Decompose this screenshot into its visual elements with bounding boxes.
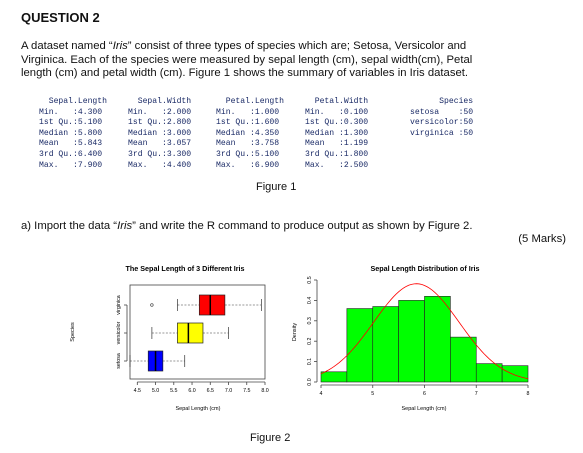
question-paragraph: A dataset named “Iris” consist of three … bbox=[21, 40, 473, 80]
part-a-marks: (5 Marks) bbox=[518, 233, 566, 245]
summary-col-sepal-length: Sepal.Length Min. :4.300 1st Qu.:5.100 M… bbox=[39, 97, 107, 170]
boxplot-x-tick-label: 6.0 bbox=[188, 388, 195, 394]
histogram-x-tick-label: 5 bbox=[371, 391, 374, 397]
summary-col-petal-length: Petal.Length Min. :1.000 1st Qu.:1.600 M… bbox=[216, 97, 284, 170]
boxplot-x-tick-label: 6.5 bbox=[207, 388, 214, 394]
histogram-bar bbox=[372, 306, 399, 383]
histogram-x-tick-label: 8 bbox=[527, 391, 530, 397]
figure-1-caption: Figure 1 bbox=[256, 181, 297, 193]
histogram-bar bbox=[320, 371, 348, 383]
boxplot-title: The Sepal Length of 3 Different Iris bbox=[125, 264, 244, 273]
boxplot-x-tick-label: 5.0 bbox=[152, 388, 159, 394]
boxplot-xlabel: Sepal Length (cm) bbox=[176, 406, 221, 412]
summary-col-petal-width: Petal.Width Min. :0.100 1st Qu.:0.300 Me… bbox=[305, 97, 369, 170]
histogram-xlabel: Sepal Length (cm) bbox=[402, 406, 447, 412]
histogram-bar bbox=[398, 300, 425, 383]
boxplot-category-label: versicolor bbox=[116, 321, 122, 344]
summary-col-sepal-width: Sepal.Width Min. :2.000 1st Qu.:2.800 Me… bbox=[128, 97, 192, 170]
boxplot-chart: The Sepal Length of 3 Different Iris Spe… bbox=[70, 264, 269, 412]
boxplot-box-virginica bbox=[198, 294, 226, 316]
histogram-y-tick-label: 0.5 bbox=[307, 276, 313, 283]
boxplot-outlier bbox=[150, 303, 154, 307]
boxplot-category-label: virginica bbox=[116, 295, 122, 314]
boxplot-x-tick-label: 4.5 bbox=[134, 388, 141, 394]
histogram-y-tick-label: 0.4 bbox=[307, 297, 313, 304]
boxplot-x-tick-label: 8.0 bbox=[261, 388, 268, 394]
histogram-x-tick-label: 4 bbox=[320, 391, 323, 397]
histogram-y-tick-label: 0.0 bbox=[307, 378, 313, 385]
question-title: QUESTION 2 bbox=[21, 10, 100, 25]
boxplot-x-tick-label: 7.0 bbox=[225, 388, 232, 394]
histogram-x-tick-label: 6 bbox=[423, 391, 426, 397]
histogram-bar bbox=[424, 296, 451, 383]
summary-col-species: Species setosa :50 versicolor:50 virgini… bbox=[410, 97, 474, 138]
histogram-y-tick-label: 0.3 bbox=[307, 317, 313, 324]
part-a-question: a) Import the data “Iris” and write the … bbox=[21, 220, 473, 232]
histogram-title: Sepal Length Distribution of Iris bbox=[370, 264, 479, 273]
boxplot-category-label: setosa bbox=[116, 353, 122, 369]
histogram-ylabel: Density bbox=[292, 323, 298, 342]
normal-density-curve bbox=[320, 283, 529, 380]
histogram-bar bbox=[346, 308, 374, 383]
histogram-chart: Sepal Length Distribution of Iris 0.0 0.1… bbox=[292, 264, 530, 412]
histogram-y-tick-label: 0.2 bbox=[307, 337, 313, 344]
histogram-y-tick-label: 0.1 bbox=[307, 358, 313, 365]
figure-2-caption: Figure 2 bbox=[250, 432, 291, 444]
histogram-x-tick-label: 7 bbox=[475, 391, 478, 397]
histogram-bar bbox=[450, 336, 477, 383]
boxplot-box-versicolor bbox=[177, 322, 204, 344]
boxplot-frame bbox=[129, 284, 266, 380]
histogram-bar bbox=[501, 365, 529, 383]
boxplot-ylabel: Species bbox=[70, 322, 76, 342]
boxplot-x-tick-label: 5.5 bbox=[170, 388, 177, 394]
boxplot-x-tick-label: 7.5 bbox=[243, 388, 250, 394]
